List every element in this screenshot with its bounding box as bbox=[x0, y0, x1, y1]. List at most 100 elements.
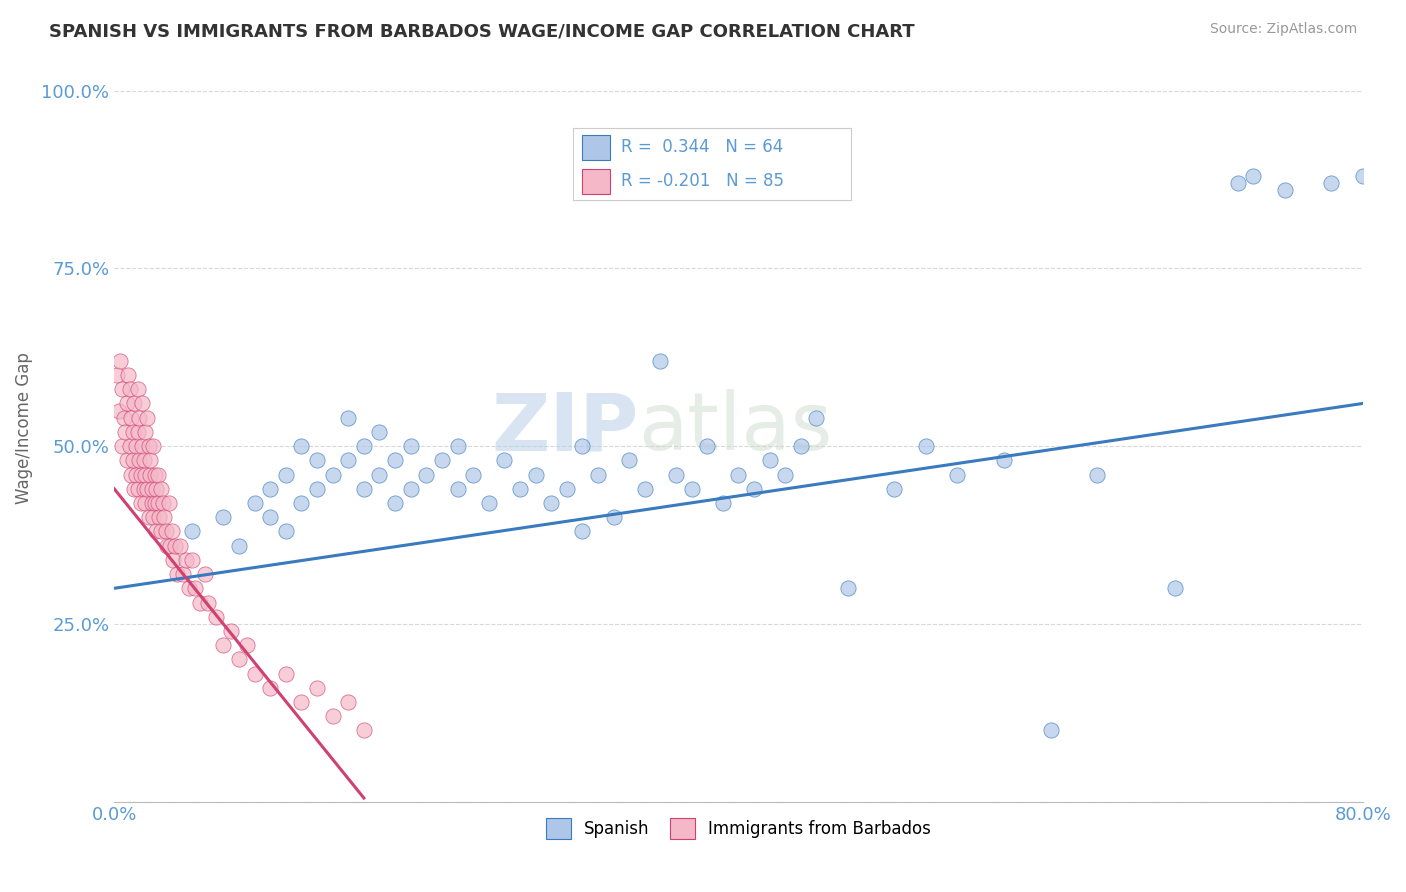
Point bbox=[509, 482, 531, 496]
Point bbox=[727, 467, 749, 482]
Point bbox=[155, 524, 177, 539]
Point bbox=[274, 666, 297, 681]
Point bbox=[128, 410, 150, 425]
Text: Source: ZipAtlas.com: Source: ZipAtlas.com bbox=[1209, 22, 1357, 37]
Point bbox=[212, 510, 235, 524]
Point bbox=[118, 382, 141, 396]
Point bbox=[322, 709, 344, 723]
Point bbox=[290, 695, 312, 709]
Point bbox=[806, 410, 828, 425]
Point bbox=[150, 482, 173, 496]
Point bbox=[946, 467, 969, 482]
Point bbox=[837, 582, 859, 596]
Point bbox=[322, 467, 344, 482]
Point bbox=[105, 368, 128, 382]
Point bbox=[139, 453, 162, 467]
Point bbox=[219, 624, 242, 638]
Point bbox=[384, 453, 406, 467]
Point bbox=[114, 425, 136, 439]
Point bbox=[108, 403, 131, 417]
Point bbox=[204, 609, 226, 624]
Point bbox=[124, 482, 146, 496]
Point bbox=[259, 681, 281, 695]
Point bbox=[337, 410, 360, 425]
Point bbox=[112, 410, 135, 425]
Point bbox=[120, 467, 142, 482]
Point bbox=[160, 524, 183, 539]
Point bbox=[134, 425, 156, 439]
Point bbox=[132, 482, 155, 496]
Point bbox=[461, 467, 484, 482]
Point bbox=[1164, 582, 1187, 596]
Point bbox=[165, 539, 187, 553]
Point bbox=[141, 496, 163, 510]
Point bbox=[665, 467, 688, 482]
Point bbox=[274, 524, 297, 539]
Point bbox=[353, 482, 375, 496]
Point bbox=[696, 439, 718, 453]
Text: SPANISH VS IMMIGRANTS FROM BARBADOS WAGE/INCOME GAP CORRELATION CHART: SPANISH VS IMMIGRANTS FROM BARBADOS WAGE… bbox=[49, 22, 915, 40]
Point bbox=[174, 553, 197, 567]
Point bbox=[142, 510, 165, 524]
Point bbox=[307, 482, 329, 496]
Point bbox=[681, 482, 703, 496]
Point bbox=[129, 467, 152, 482]
Point bbox=[181, 553, 204, 567]
Point bbox=[353, 439, 375, 453]
Point bbox=[1226, 176, 1249, 190]
Text: R =  0.344   N = 64: R = 0.344 N = 64 bbox=[620, 138, 783, 156]
Point bbox=[290, 439, 312, 453]
Point bbox=[555, 482, 578, 496]
Point bbox=[228, 652, 250, 666]
Point bbox=[131, 439, 153, 453]
Point bbox=[274, 467, 297, 482]
Point bbox=[634, 482, 657, 496]
Point bbox=[132, 453, 155, 467]
Point bbox=[117, 368, 139, 382]
Point bbox=[134, 496, 156, 510]
Point bbox=[125, 467, 148, 482]
Point bbox=[127, 382, 149, 396]
Point bbox=[139, 467, 162, 482]
Point bbox=[194, 567, 217, 582]
Point bbox=[145, 524, 167, 539]
Point bbox=[131, 396, 153, 410]
Text: atlas: atlas bbox=[638, 389, 832, 467]
Point bbox=[790, 439, 813, 453]
Point bbox=[128, 453, 150, 467]
Point bbox=[617, 453, 640, 467]
Point bbox=[156, 539, 179, 553]
Point bbox=[118, 439, 141, 453]
Bar bbox=[582, 169, 610, 194]
Point bbox=[136, 410, 159, 425]
Point bbox=[1320, 176, 1343, 190]
Point bbox=[1241, 169, 1264, 183]
Point bbox=[115, 453, 138, 467]
Point bbox=[914, 439, 936, 453]
Point bbox=[152, 496, 174, 510]
Point bbox=[162, 553, 184, 567]
Point bbox=[120, 410, 142, 425]
Point bbox=[243, 666, 266, 681]
Point bbox=[586, 467, 609, 482]
Point bbox=[143, 467, 166, 482]
Point bbox=[129, 496, 152, 510]
Point bbox=[184, 582, 207, 596]
Point bbox=[146, 496, 169, 510]
Text: R = -0.201   N = 85: R = -0.201 N = 85 bbox=[620, 172, 783, 190]
Point bbox=[384, 496, 406, 510]
Point bbox=[337, 453, 360, 467]
Point bbox=[430, 453, 453, 467]
Point bbox=[571, 524, 593, 539]
Point bbox=[150, 524, 173, 539]
Point bbox=[188, 595, 211, 609]
Point bbox=[415, 467, 437, 482]
Point bbox=[478, 496, 501, 510]
Point bbox=[143, 496, 166, 510]
Point bbox=[136, 482, 159, 496]
Point bbox=[115, 396, 138, 410]
Point bbox=[353, 723, 375, 738]
Point bbox=[540, 496, 562, 510]
Point bbox=[138, 510, 160, 524]
Point bbox=[177, 582, 200, 596]
